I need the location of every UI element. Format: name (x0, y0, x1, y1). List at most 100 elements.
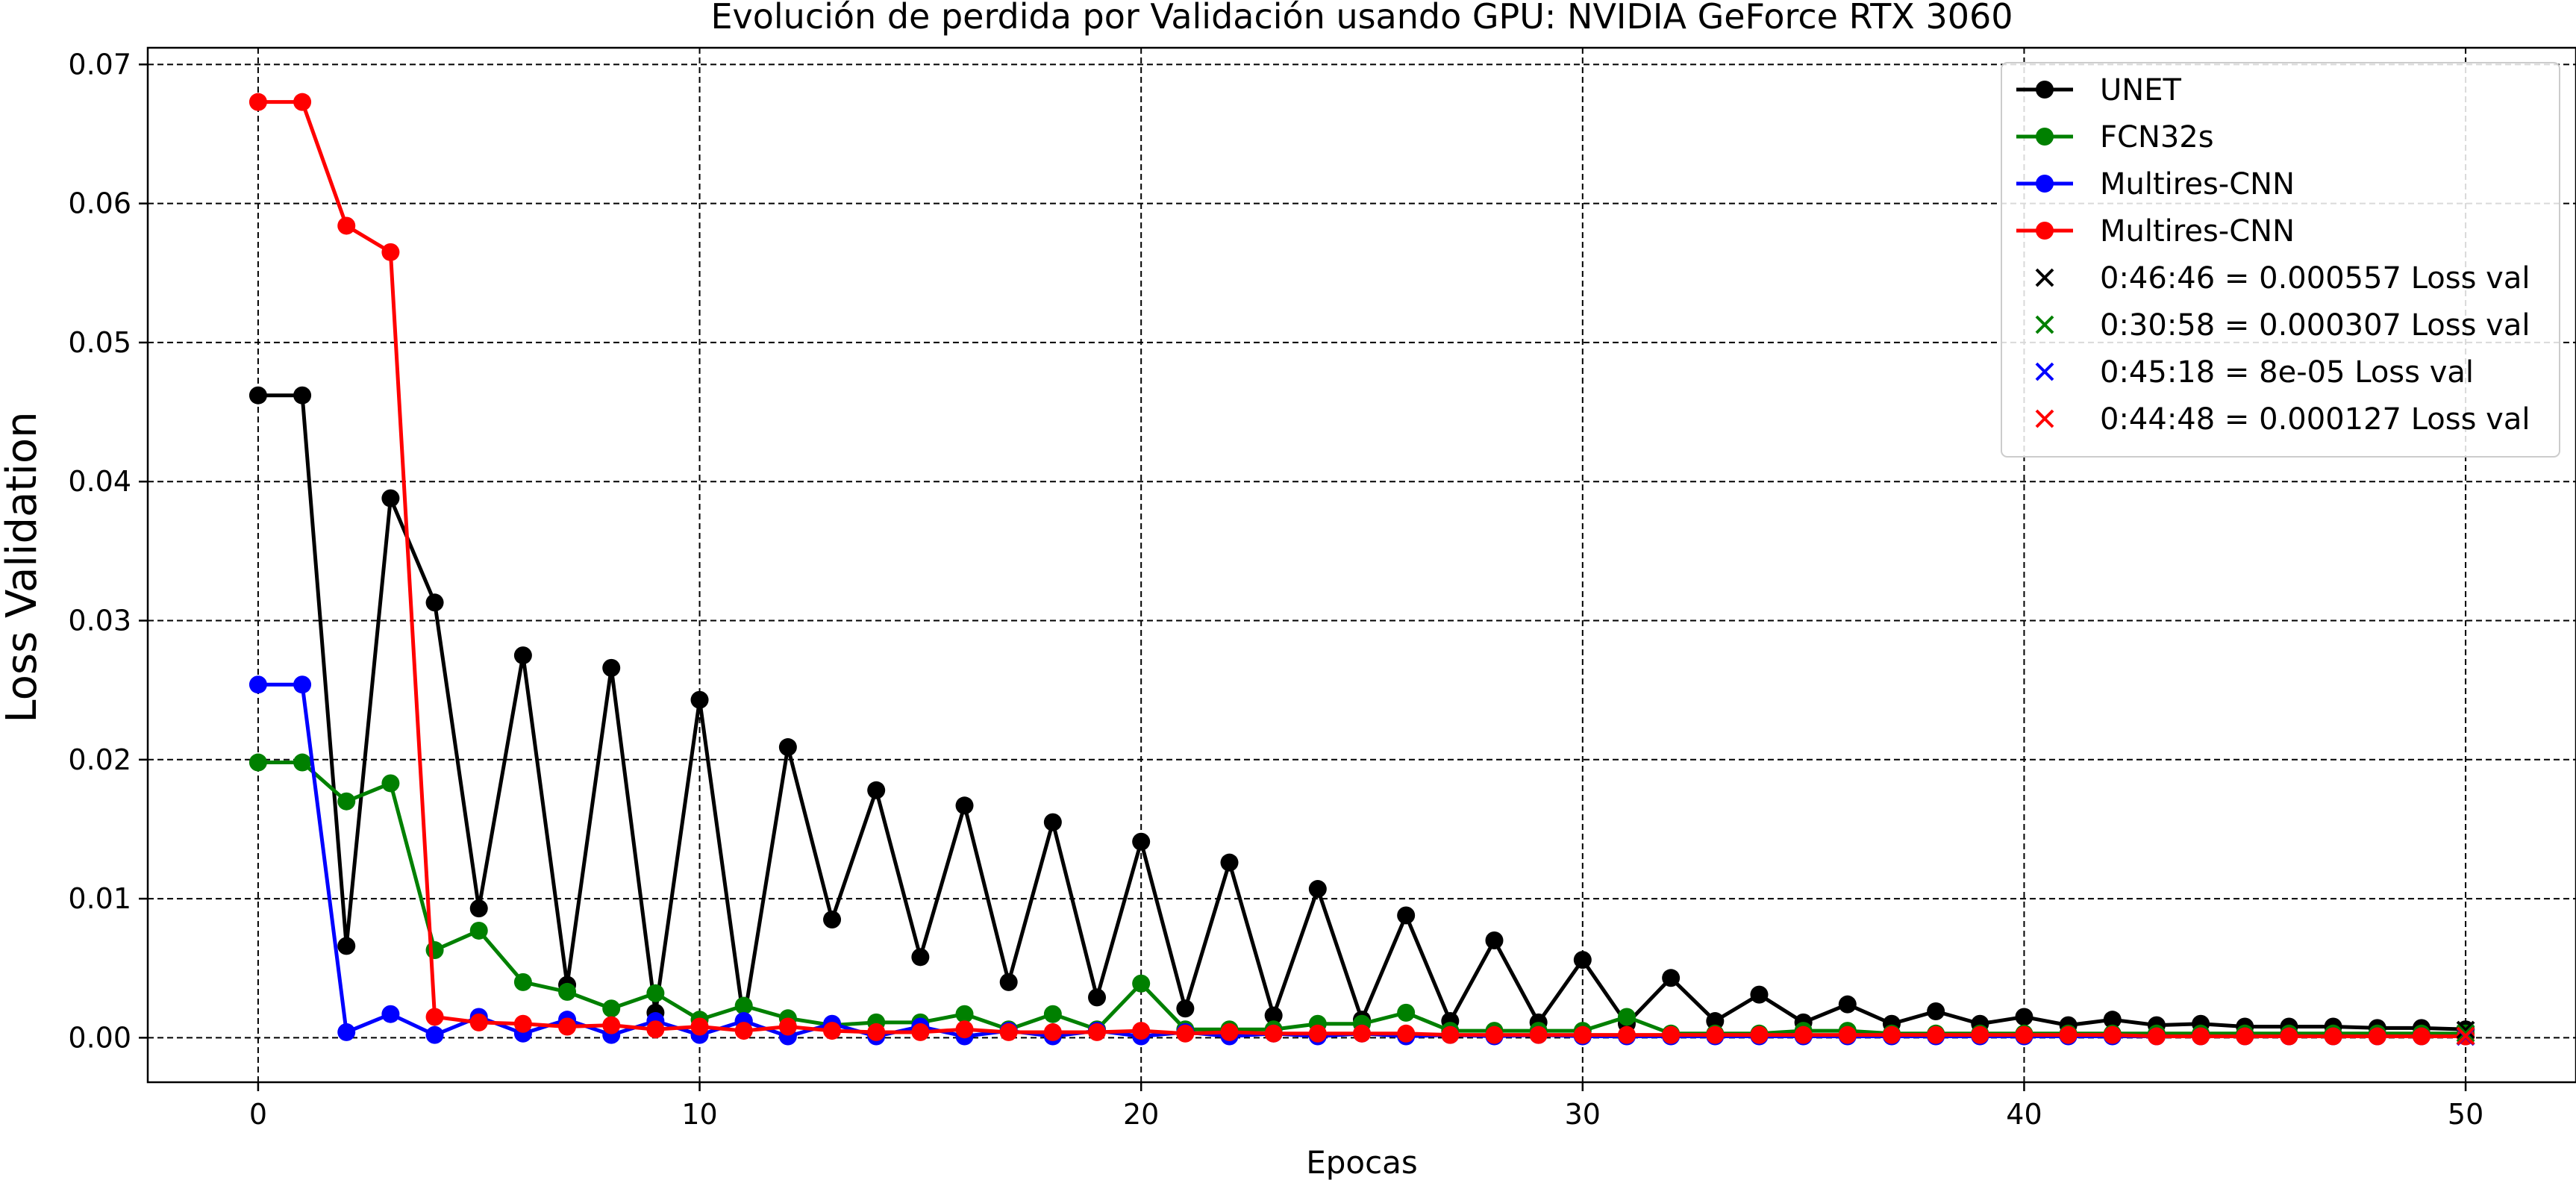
data-point (1750, 1026, 1769, 1044)
data-point (1043, 1023, 1062, 1041)
data-point (911, 948, 930, 967)
legend-entry: 0:30:58 = 0.000307 Loss val (2035, 308, 2530, 343)
chart-title: Evolución de perdida por Validación usan… (710, 0, 2013, 37)
legend-entry: 0:46:46 = 0.000557 Loss val (2035, 261, 2530, 296)
data-point (2147, 1027, 2166, 1046)
data-point (778, 738, 797, 757)
data-point (1927, 1026, 1945, 1044)
legend-box (2001, 62, 2560, 458)
data-point (425, 593, 444, 612)
legend-label: FCN32s (2100, 120, 2214, 154)
series-1 (248, 386, 2475, 1039)
data-point (1264, 1006, 1283, 1025)
data-point (248, 386, 267, 405)
data-point (1308, 1024, 1327, 1043)
data-point (867, 781, 886, 799)
legend-label: 0:45:18 = 8e-05 Loss val (2100, 355, 2474, 390)
y-tick-label: 0.04 (68, 465, 131, 498)
data-point (602, 1016, 621, 1034)
legend-label: Multires-CNN (2100, 167, 2295, 202)
legend-label: 0:46:46 = 0.000557 Loss val (2100, 261, 2530, 296)
legend-entry: 0:45:18 = 8e-05 Loss val (2035, 355, 2474, 390)
data-point (1043, 813, 1062, 831)
data-point (955, 796, 974, 815)
data-point (1750, 985, 1769, 1004)
data-point (1132, 832, 1151, 851)
data-point (293, 675, 312, 694)
legend-x-marker (2035, 268, 2054, 287)
data-point (425, 941, 444, 960)
data-point (513, 973, 532, 991)
data-point (513, 646, 532, 665)
data-point (337, 216, 356, 235)
y-tick-label: 0.00 (68, 1021, 131, 1054)
data-point (1662, 969, 1681, 987)
data-point (1043, 1005, 1062, 1023)
x-tick-label: 30 (1565, 1098, 1601, 1131)
data-point (425, 1026, 444, 1044)
x-marker-stroke (2035, 409, 2054, 428)
x-marker-stroke (2456, 1020, 2475, 1040)
data-point (1264, 1024, 1283, 1043)
legend-x-marker (2035, 362, 2054, 381)
data-point (425, 1008, 444, 1026)
data-point (1794, 1026, 1813, 1044)
data-point (646, 984, 665, 1002)
best-value-marker (2456, 1024, 2475, 1043)
best-value-marker (2456, 1020, 2475, 1040)
y-tick-label: 0.07 (68, 48, 131, 81)
data-point (381, 774, 400, 793)
data-point (690, 690, 709, 709)
data-point (1573, 951, 1592, 970)
data-point (1220, 853, 1239, 872)
data-point (381, 1005, 400, 1023)
legend: UNET FCN32s Multires-CNN Multires-CNN 0:46:4… (2001, 62, 2560, 458)
x-tick-label: 10 (681, 1098, 717, 1131)
best-value-marker (2456, 1026, 2475, 1046)
data-point (734, 996, 753, 1015)
data-point (248, 753, 267, 772)
data-point (293, 753, 312, 772)
data-point (248, 675, 267, 694)
data-point (2280, 1027, 2298, 1046)
data-point (558, 982, 577, 1001)
x-marker-stroke (2035, 315, 2054, 334)
data-point (1397, 1024, 1416, 1043)
data-point (248, 93, 267, 111)
legend-entry: Multires-CNN (2016, 214, 2295, 249)
data-point (1176, 999, 1195, 1018)
x-tick-label: 0 (249, 1098, 267, 1131)
legend-marker (2036, 81, 2054, 99)
x-axis-label: Epocas (1306, 1144, 1418, 1180)
data-point (469, 921, 488, 940)
legend-entry: Multires-CNN (2016, 167, 2295, 202)
data-point (823, 911, 842, 929)
series-line (257, 393, 2466, 1031)
data-point (646, 1020, 665, 1039)
data-point (1838, 995, 1857, 1014)
data-point (1088, 1023, 1107, 1041)
data-point (1573, 1026, 1592, 1044)
data-point (1485, 1026, 1504, 1044)
data-point (955, 1005, 974, 1023)
legend-marker (2036, 175, 2054, 193)
legend-x-marker (2035, 315, 2054, 334)
data-point (2015, 1026, 2033, 1044)
data-point (778, 1017, 797, 1036)
legend-entry: UNET (2016, 73, 2181, 107)
data-point (381, 489, 400, 508)
data-point (1706, 1026, 1725, 1044)
data-point (1088, 988, 1107, 1007)
data-point (1132, 1022, 1151, 1040)
legend-entry: FCN32s (2016, 120, 2214, 154)
data-point (1397, 906, 1416, 925)
data-point (1308, 880, 1327, 899)
data-point (2059, 1026, 2078, 1044)
data-point (337, 792, 356, 811)
data-point (690, 1017, 709, 1036)
x-tick-label: 40 (2006, 1098, 2042, 1131)
tick-layer: 0 10 20 30 40 50 0.00 0.01 0.02 0.03 0.04 0.05 0.06 0… (68, 48, 2483, 1131)
data-point (381, 243, 400, 261)
data-point (293, 386, 312, 405)
